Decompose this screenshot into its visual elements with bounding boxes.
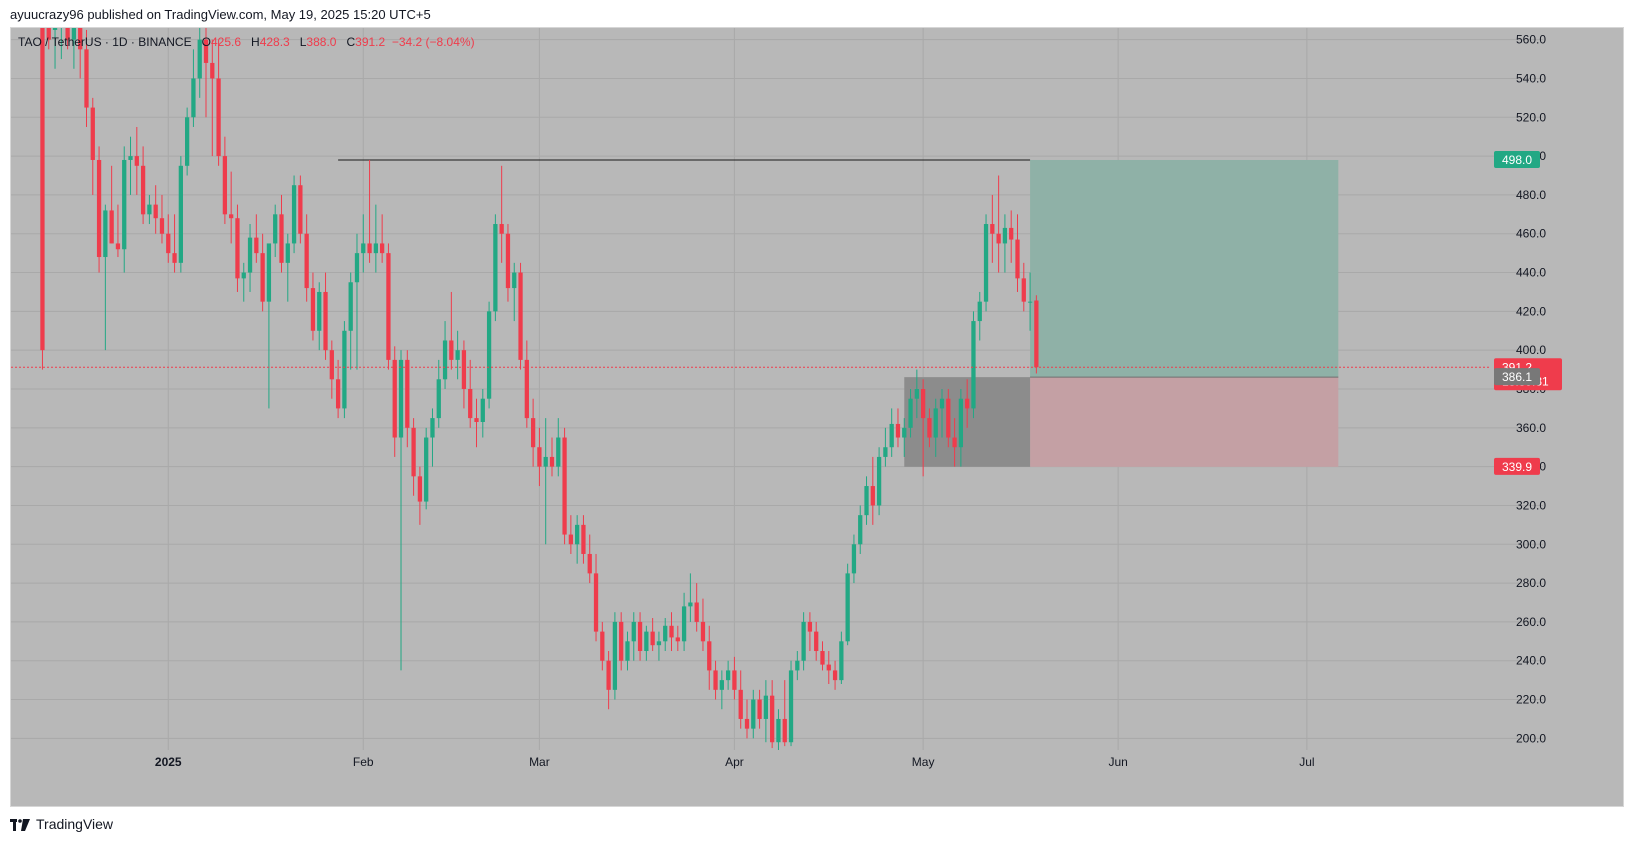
high-value: 428.3 [259,35,290,49]
tradingview-logo-icon [10,818,30,831]
symbol-legend: TAO / TetherUS · 1D · BINANCE O425.6 H42… [18,35,475,49]
close-value: 391.2 [355,35,386,49]
brand-name: TradingView [36,816,114,832]
tradingview-brand[interactable]: TradingView [10,816,113,832]
open-label: O [201,35,211,49]
publish-info: ayuucrazy96 published on TradingView.com… [10,7,431,22]
chart-area[interactable] [10,27,1624,807]
open-value: 425.6 [210,35,241,49]
high-label: H [251,35,260,49]
close-label: C [346,35,356,49]
change-value: −34.2 (−8.04%) [391,35,475,49]
low-value: 388.0 [306,35,337,49]
low-label: L [299,35,307,49]
symbol-name: TAO / TetherUS · 1D · BINANCE [18,35,192,49]
